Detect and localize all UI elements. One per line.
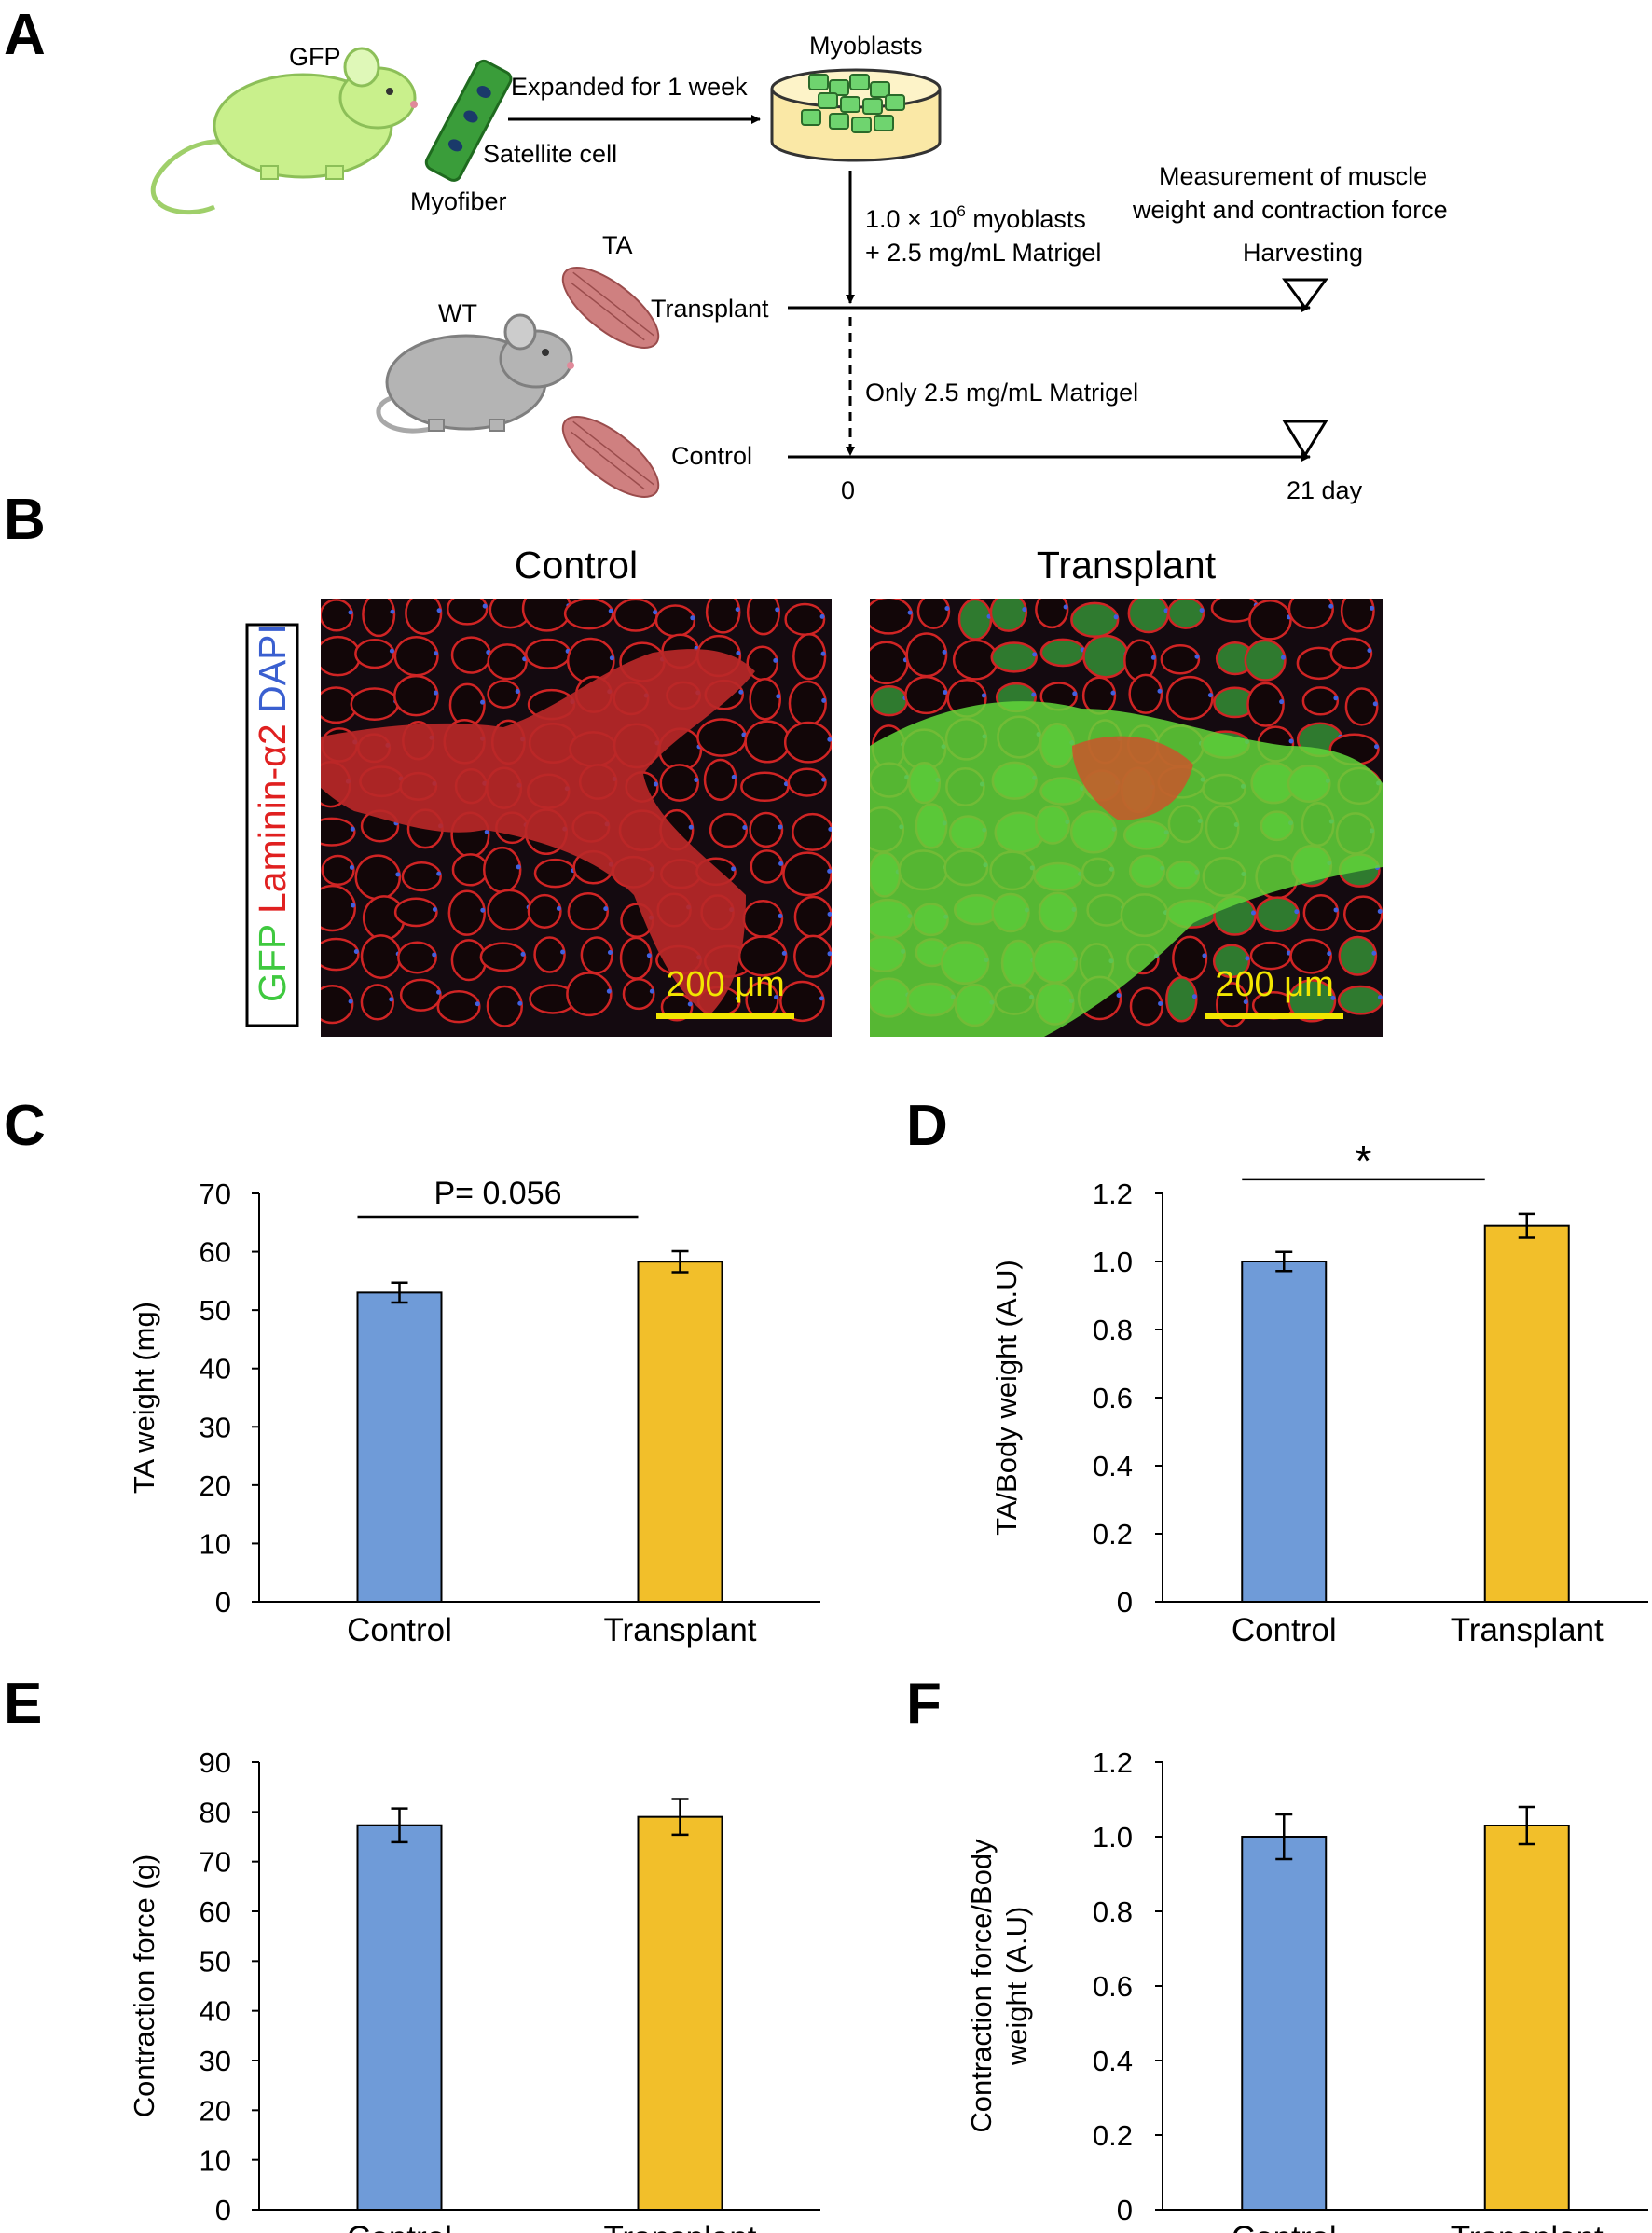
stain-legend: GFP Laminin-α2 DAPI: [251, 624, 294, 1002]
y-tick-label-d: 0.2: [1093, 1518, 1133, 1551]
y-axis-title-c: TA weight (mg): [128, 1302, 160, 1494]
y-tick-label-d: 0: [1117, 1586, 1133, 1619]
bar-f-control: [1241, 1836, 1328, 2211]
chart-c-ta-weight: 0 10 20 30 40 50 60 70 Control Transplant TA weigh…: [128, 1176, 820, 1648]
micrograph-title-control: Control: [515, 544, 638, 586]
y-tick-label-e: 10: [200, 2144, 231, 2177]
y-tick-label-f: 1.2: [1093, 1746, 1133, 1779]
control-row-label: Control: [671, 442, 752, 470]
panel-letter-a: A: [4, 3, 46, 67]
category-label-f-transplant: Transplant: [1451, 2220, 1604, 2233]
bar-d-transplant: [1483, 1224, 1570, 1604]
y-tick-label-f: 0.4: [1093, 2045, 1133, 2077]
micrograph-title-transplant: Transplant: [1037, 544, 1217, 586]
y-tick-label-d: 0.4: [1093, 1450, 1133, 1482]
gfp-label: GFP: [289, 43, 341, 71]
scale-label-transplant: 200 μm: [1215, 965, 1334, 1004]
myofiber-label: Myofiber: [410, 187, 507, 215]
y-tick-label-e: 40: [200, 1995, 231, 2028]
gfp-mouse-illustration: [150, 47, 418, 215]
category-label-d-control: Control: [1232, 1612, 1337, 1648]
y-tick-label-f: 0.8: [1093, 1895, 1133, 1928]
y-tick-label-c: 10: [200, 1527, 231, 1560]
panel-letter-d: D: [906, 1094, 948, 1158]
y-tick-label-e: 50: [200, 1945, 231, 1978]
category-label-d-transplant: Transplant: [1451, 1612, 1604, 1648]
bar-e-control: [356, 1824, 443, 2211]
harvest-marker-control: [1282, 420, 1328, 458]
y-tick-label-c: 60: [200, 1236, 231, 1269]
measurement-line2: weight and contraction force: [1132, 196, 1448, 224]
scale-label-control: 200 μm: [666, 965, 785, 1004]
y-tick-label-d: 1.2: [1093, 1178, 1133, 1210]
harvest-marker-transplant: [1282, 278, 1328, 310]
category-label-c-control: Control: [347, 1612, 452, 1648]
micrograph-transplant: 200 μm: [870, 599, 1383, 1037]
category-label-c-transplant: Transplant: [603, 1612, 756, 1648]
wt-mouse-illustration: [376, 313, 574, 434]
category-label-e-control: Control: [347, 2220, 452, 2233]
y-tick-label-c: 70: [200, 1178, 231, 1210]
panel-letter-b: B: [4, 488, 46, 552]
category-label-f-control: Control: [1232, 2220, 1337, 2233]
y-tick-label-e: 90: [200, 1746, 231, 1779]
y-tick-label-e: 30: [200, 2045, 231, 2077]
y-tick-label-e: 70: [200, 1846, 231, 1879]
injection-line1: 1.0 × 106 myoblasts: [865, 202, 1086, 233]
myoblast-dish-illustration: [770, 68, 942, 162]
day-0-label: 0: [841, 476, 855, 504]
y-tick-label-c: 40: [200, 1353, 231, 1385]
y-tick-label-c: 20: [200, 1469, 231, 1502]
y-tick-label-d: 0.6: [1093, 1382, 1133, 1414]
y-tick-label-f: 0.2: [1093, 2119, 1133, 2152]
category-label-e-transplant: Transplant: [603, 2220, 756, 2233]
significance-label-d: *: [1356, 1137, 1372, 1185]
panel-letter-f: F: [906, 1672, 942, 1736]
harvesting-label: Harvesting: [1243, 239, 1363, 267]
panel-letter-e: E: [4, 1672, 42, 1736]
stain-legend-box: [245, 623, 299, 1027]
bar-f-transplant: [1483, 1825, 1570, 2211]
myoblasts-label: Myoblasts: [809, 32, 923, 60]
measurement-line1: Measurement of muscle: [1159, 162, 1427, 190]
y-axis-title-line-f: weight (A.U): [1000, 1907, 1033, 2067]
significance-label-c: P= 0.056: [434, 1176, 561, 1211]
wt-label: WT: [438, 299, 477, 327]
bar-e-transplant: [637, 1815, 723, 2211]
injection-line2: + 2.5 mg/mL Matrigel: [865, 239, 1101, 267]
day-21-label: 21 day: [1287, 476, 1363, 504]
panel-letter-c: C: [4, 1094, 46, 1158]
satellite-cell-label: Satellite cell: [483, 140, 617, 168]
ta-muscle-illustration-top: [561, 267, 660, 349]
micrograph-control: 200 μm: [321, 599, 832, 1037]
chart-e-contraction-force: 0 10 20 30 40 50 60 70 80 90 Control Transplant Cont…: [128, 1746, 820, 2233]
bar-c-transplant: [637, 1261, 723, 1604]
matrigel-only-label: Only 2.5 mg/mL Matrigel: [865, 379, 1138, 407]
y-tick-label-e: 0: [215, 2194, 231, 2226]
ta-muscle-illustration-bottom: [561, 416, 660, 498]
y-tick-label-f: 1.0: [1093, 1821, 1133, 1854]
myofiber-illustration: [424, 59, 513, 182]
y-tick-label-f: 0.6: [1093, 1970, 1133, 2003]
y-tick-label-d: 0.8: [1093, 1314, 1133, 1346]
bar-c-control: [356, 1291, 443, 1604]
y-tick-label-d: 1.0: [1093, 1246, 1133, 1278]
y-tick-label-f: 0: [1117, 2194, 1133, 2226]
chart-d-ta-body-weight: 0 0.2 0.4 0.6 0.8 1.0 1.2 Control Transplant TA/B…: [990, 1137, 1648, 1648]
y-tick-label-e: 80: [200, 1796, 231, 1828]
y-tick-label-c: 0: [215, 1586, 231, 1619]
y-tick-label-e: 20: [200, 2094, 231, 2127]
y-tick-label-e: 60: [200, 1895, 231, 1928]
y-tick-label-c: 30: [200, 1411, 231, 1443]
transplant-row-label: Transplant: [651, 295, 769, 323]
bar-d-control: [1241, 1261, 1328, 1603]
y-axis-title-d: TA/Body weight (A.U): [990, 1260, 1023, 1536]
y-axis-title-e: Contraction force (g): [128, 1854, 160, 2118]
ta-label: TA: [602, 231, 633, 259]
y-tick-label-c: 50: [200, 1294, 231, 1327]
chart-f-contraction-force-body-weight: 0 0.2 0.4 0.6 0.8 1.0 1.2 Control Transplant Cont…: [965, 1746, 1648, 2233]
y-axis-title-line-f: Contraction force/Body: [965, 1839, 998, 2133]
expanded-label: Expanded for 1 week: [511, 73, 748, 101]
